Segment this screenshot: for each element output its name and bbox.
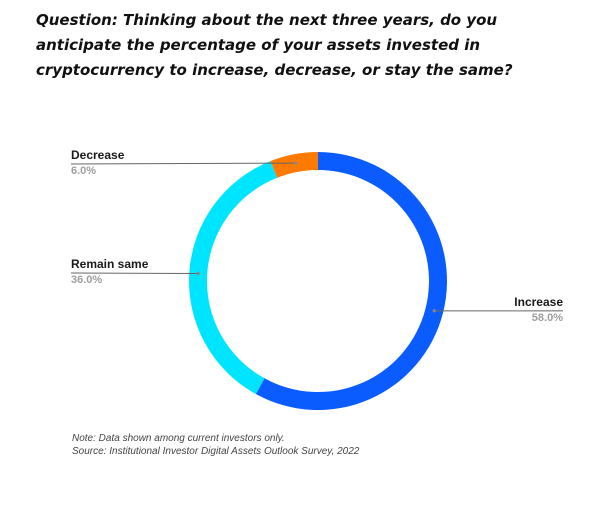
slice-label: Decrease bbox=[71, 148, 125, 162]
chart-notes: Note: Data shown among current investors… bbox=[72, 432, 359, 458]
slice-label: Remain same bbox=[71, 257, 149, 271]
slice-value-label: 36.0% bbox=[71, 274, 102, 286]
leader-line bbox=[70, 162, 296, 165]
slice-value-label: 58.0% bbox=[532, 312, 563, 324]
leader-dot bbox=[196, 271, 200, 276]
donut-slice-decrease bbox=[270, 152, 318, 178]
chart-source: Source: Institutional Investor Digital A… bbox=[72, 446, 360, 457]
leader-dot bbox=[432, 309, 436, 313]
slice-value-label: 6.0% bbox=[71, 165, 96, 177]
donut-slice-remain-same bbox=[189, 161, 278, 395]
leader-dot bbox=[293, 161, 298, 165]
chart-title: Question: Thinking about the next three … bbox=[36, 11, 513, 79]
donut-slice-increase bbox=[255, 152, 447, 410]
chart-note: Note: Data shown among current investors… bbox=[72, 433, 285, 444]
labels-layer: Increase 58.0% Remain same 36.0% Decrease 6.0… bbox=[70, 148, 563, 324]
slice-label: Increase bbox=[514, 295, 563, 309]
slices-layer bbox=[189, 152, 447, 410]
